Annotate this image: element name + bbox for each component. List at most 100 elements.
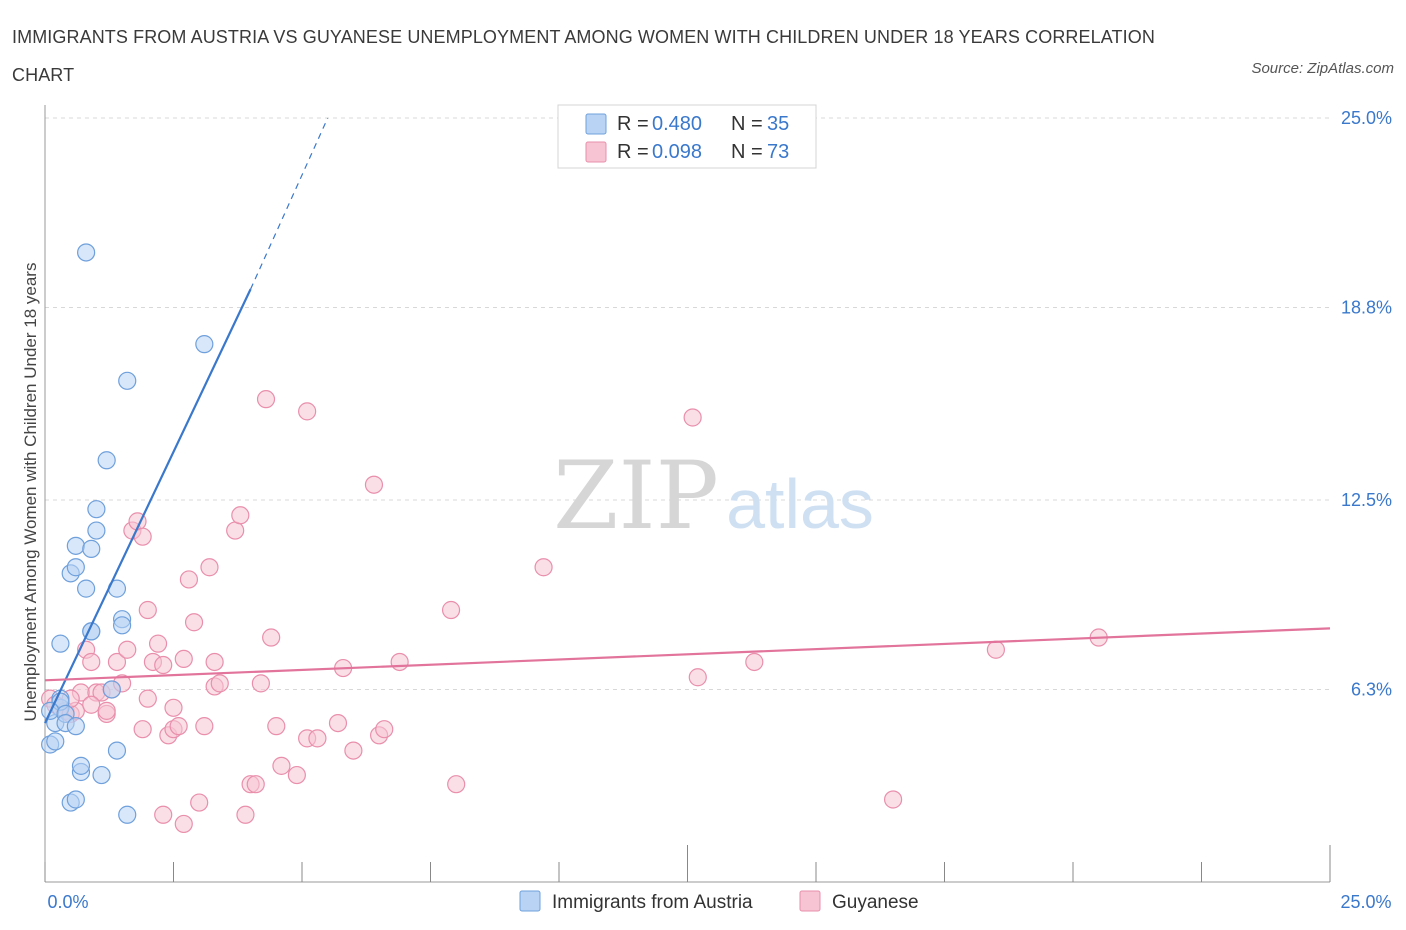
- watermark-zip: ZIP: [553, 442, 719, 551]
- data-point-guyanese: [97, 701, 116, 720]
- data-point-guyanese: [118, 640, 137, 659]
- data-point-guyanese: [745, 652, 764, 672]
- data-point-guyanese: [169, 717, 188, 736]
- data-point-austria: [77, 243, 96, 262]
- axes: [44, 105, 1331, 883]
- gridlines: [45, 117, 1330, 690]
- data-point-guyanese: [986, 640, 1006, 659]
- legend-swatch-pink: [799, 890, 821, 912]
- data-point-guyanese: [184, 613, 204, 632]
- data-point-guyanese: [231, 506, 250, 525]
- data-point-austria: [118, 371, 137, 390]
- data-point-austria: [195, 335, 214, 354]
- y-tick-label: 25.0%: [1341, 108, 1392, 128]
- data-point-guyanese: [256, 390, 276, 409]
- legend-n-label: N =: [731, 113, 763, 135]
- data-points: [41, 243, 1108, 834]
- legend-n-value: 35: [767, 113, 789, 135]
- data-point-guyanese: [262, 628, 281, 647]
- legend-n-label: N =: [731, 141, 763, 163]
- tick-labels: 6.3% 12.5% 18.8% 25.0% 0.0% 25.0%: [47, 108, 1392, 912]
- data-point-guyanese: [138, 689, 157, 708]
- data-point-austria: [66, 717, 85, 736]
- legend-label-austria: Immigrants from Austria: [552, 892, 753, 913]
- data-point-guyanese: [205, 652, 224, 672]
- trend-line-austria-extension: [250, 117, 329, 290]
- trend-line-guyanese: [44, 627, 1331, 682]
- data-point-guyanese: [82, 695, 101, 714]
- data-point-guyanese: [308, 729, 327, 748]
- data-point-austria: [87, 500, 106, 519]
- data-point-austria: [46, 732, 65, 751]
- data-point-guyanese: [210, 674, 229, 693]
- legend-n-value: 73: [767, 141, 789, 163]
- data-point-austria: [112, 616, 132, 635]
- legend-r-value: 0.480: [652, 113, 702, 135]
- data-point-austria: [97, 451, 116, 470]
- data-point-guyanese: [390, 652, 409, 672]
- data-point-austria: [66, 790, 85, 809]
- legend-swatch-blue: [519, 890, 541, 912]
- legend-bottom: Immigrants from Austria Guyanese: [519, 890, 919, 913]
- watermark-atlas: atlas: [726, 465, 874, 543]
- data-point-austria: [71, 756, 91, 775]
- legend-swatch-blue: [585, 113, 607, 135]
- x-tick-label: 25.0%: [1340, 892, 1391, 912]
- legend-top: R = 0.480 N = 35 R = 0.098 N = 73: [557, 104, 817, 169]
- data-point-guyanese: [148, 634, 168, 653]
- data-point-guyanese: [164, 698, 183, 717]
- data-point-austria: [82, 539, 101, 558]
- data-point-guyanese: [534, 558, 553, 577]
- data-point-guyanese: [328, 713, 348, 733]
- data-point-guyanese: [226, 521, 245, 540]
- data-point-austria: [66, 558, 85, 577]
- data-point-guyanese: [174, 649, 193, 669]
- data-point-guyanese: [195, 717, 214, 736]
- data-point-austria: [118, 805, 137, 824]
- trend-lines: [44, 117, 1331, 724]
- data-point-austria: [87, 521, 106, 540]
- data-point-guyanese: [174, 814, 193, 834]
- data-point-guyanese: [375, 720, 394, 739]
- legend-swatch-pink: [585, 141, 607, 163]
- data-point-austria: [66, 536, 85, 555]
- y-tick-label: 18.8%: [1341, 297, 1392, 317]
- data-point-guyanese: [344, 741, 363, 760]
- trend-line-austria: [44, 288, 252, 724]
- y-tick-label: 6.3%: [1351, 679, 1392, 699]
- data-point-guyanese: [133, 720, 152, 739]
- data-point-guyanese: [154, 655, 173, 675]
- data-point-guyanese: [883, 790, 903, 809]
- data-point-austria: [107, 741, 127, 760]
- data-point-austria: [77, 579, 96, 598]
- data-point-guyanese: [138, 600, 157, 620]
- legend-r-label: R =: [617, 141, 649, 163]
- data-point-guyanese: [251, 674, 270, 693]
- source-label: Source: ZipAtlas.com: [1251, 60, 1394, 77]
- chart-title: IMMIGRANTS FROM AUSTRIA VS GUYANESE UNEM…: [12, 27, 1155, 85]
- data-point-austria: [51, 634, 70, 653]
- data-point-guyanese: [82, 652, 101, 672]
- data-point-guyanese: [272, 756, 291, 775]
- y-axis-label: Unemployment Among Women with Children U…: [21, 263, 40, 722]
- data-point-guyanese: [267, 717, 286, 736]
- data-point-guyanese: [236, 805, 255, 824]
- data-point-guyanese: [441, 600, 461, 620]
- data-point-guyanese: [107, 652, 127, 672]
- data-point-guyanese: [154, 805, 173, 824]
- data-point-guyanese: [246, 775, 265, 794]
- data-point-guyanese: [200, 558, 219, 577]
- legend-r-value: 0.098: [652, 141, 702, 163]
- data-point-guyanese: [683, 408, 702, 427]
- legend-r-label: R =: [617, 113, 649, 135]
- data-point-guyanese: [179, 570, 199, 589]
- data-point-guyanese: [190, 793, 209, 812]
- data-point-austria: [102, 680, 121, 699]
- watermark: ZIP atlas: [553, 442, 874, 551]
- data-point-guyanese: [688, 668, 707, 687]
- data-point-guyanese: [298, 402, 317, 421]
- legend-label-guyanese: Guyanese: [832, 892, 919, 913]
- data-point-austria: [92, 765, 111, 785]
- data-point-guyanese: [447, 775, 466, 794]
